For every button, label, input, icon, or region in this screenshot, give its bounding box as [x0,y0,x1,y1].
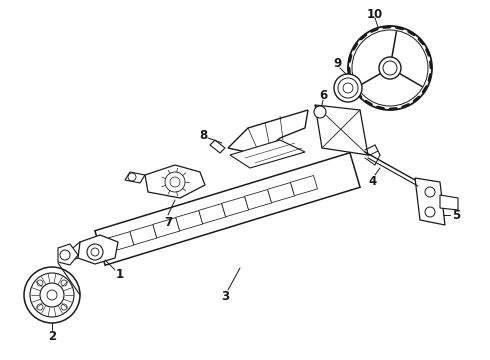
Polygon shape [107,231,134,252]
Text: 3: 3 [221,291,229,303]
Polygon shape [228,110,308,155]
Circle shape [87,244,103,260]
Circle shape [314,106,326,118]
Polygon shape [415,178,445,225]
Text: 10: 10 [367,8,383,21]
Text: 4: 4 [369,175,377,188]
Polygon shape [440,195,458,210]
Circle shape [334,74,362,102]
Circle shape [379,57,401,79]
Text: 7: 7 [164,216,172,229]
Polygon shape [95,153,360,265]
Text: 8: 8 [199,129,207,141]
Polygon shape [221,197,248,217]
Polygon shape [125,172,145,183]
Polygon shape [245,189,271,210]
Text: 2: 2 [48,330,56,343]
Text: 1: 1 [116,267,124,280]
Polygon shape [176,211,203,231]
Text: 9: 9 [333,57,341,69]
Text: 5: 5 [452,208,460,221]
Polygon shape [153,217,180,238]
Polygon shape [130,225,157,245]
Polygon shape [230,140,305,168]
Polygon shape [78,235,118,264]
Polygon shape [291,175,318,196]
Polygon shape [268,183,294,203]
Polygon shape [210,140,225,153]
Polygon shape [145,165,205,198]
Text: 6: 6 [319,89,327,102]
Polygon shape [199,203,226,224]
Polygon shape [315,105,368,155]
Polygon shape [58,244,78,265]
